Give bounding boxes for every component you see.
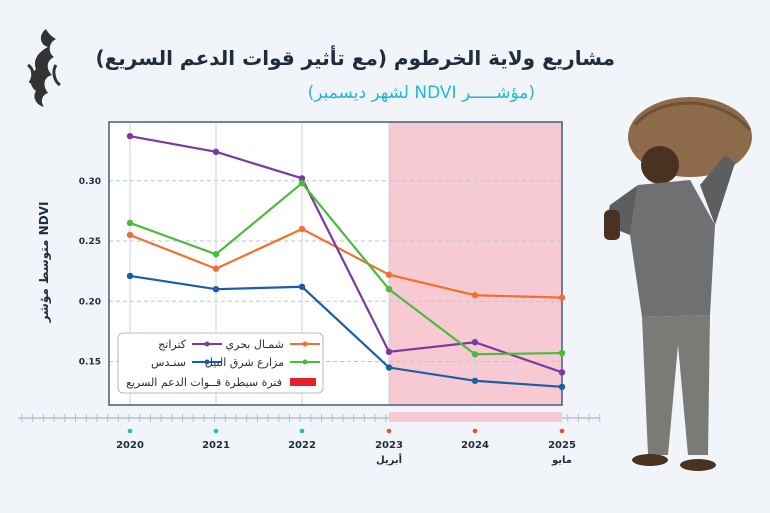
data-point-1-4 [471, 339, 479, 346]
timeline-marker-0 [127, 428, 133, 434]
data-point-3-5 [558, 383, 566, 391]
data-point-2-5 [558, 349, 566, 357]
data-point-1-0 [126, 132, 134, 140]
timeline-marker-2 [299, 428, 305, 434]
y-axis-label: متوسط مؤشر NDVI [37, 202, 52, 324]
data-point-3-2 [298, 283, 306, 290]
data-point-0-2 [298, 225, 306, 233]
data-point-0-0 [126, 231, 134, 239]
legend-label-0: شمـال بحري [226, 338, 284, 351]
legend-label-2: مزارع شرق النيل [205, 356, 284, 369]
timeline-marker-4 [472, 428, 478, 434]
data-point-0-1 [212, 265, 220, 272]
x-tick-label: 2025 [548, 440, 576, 451]
timeline-marker-5 [559, 428, 565, 434]
data-point-3-3 [385, 364, 393, 371]
legend-marker-0 [302, 341, 308, 347]
data-point-2-1 [212, 251, 220, 258]
series-line-0 [129, 227, 563, 299]
data-point-1-3 [385, 348, 393, 356]
series-line-3 [129, 274, 563, 388]
legend-label-1: كتراتج [158, 338, 187, 351]
x-tick-label: 2020 [116, 440, 144, 451]
data-point-3-0 [126, 272, 134, 280]
data-point-3-1 [212, 286, 220, 293]
timeline-marker-3 [386, 428, 392, 434]
x-tick-label: 2023 [375, 440, 403, 451]
data-point-2-3 [385, 286, 393, 293]
series-line-1 [129, 135, 563, 374]
farmer-carrying-sack-image [604, 97, 752, 471]
data-point-0-4 [471, 292, 479, 299]
legend-marker-3 [204, 359, 210, 365]
chart-title: مشاريع ولاية الخرطوم (مع تأثير قوات الدع… [95, 46, 615, 70]
aljazeera-logo [27, 29, 61, 107]
data-point-2-4 [471, 351, 479, 358]
data-point-0-3 [385, 271, 393, 278]
x-tick-sublabel: مايو [551, 455, 572, 466]
y-tick-label: 0.30 [79, 177, 101, 187]
data-point-2-2 [298, 179, 306, 187]
x-tick-sublabel: أبريل [376, 453, 402, 466]
y-tick-label: 0.20 [79, 297, 101, 307]
x-tick-label: 2021 [202, 440, 230, 451]
data-point-3-4 [471, 377, 479, 384]
data-point-1-1 [212, 148, 220, 156]
legend-marker-1 [204, 341, 210, 347]
legend-marker-2 [302, 359, 308, 365]
data-point-2-0 [126, 219, 134, 227]
data-point-0-5 [558, 294, 566, 301]
series-line-2 [129, 181, 563, 356]
x-tick-label: 2024 [461, 440, 489, 451]
timeline-marker-1 [213, 428, 219, 434]
data-point-1-5 [558, 369, 566, 376]
data-point-1-2 [298, 175, 306, 182]
chart-subtitle: (مؤشـــــر NDVI لشهر ديسمبر) [307, 83, 535, 103]
legend-swatch-shaded [290, 378, 316, 386]
legend-label-shaded: فترة سيطرة قــوات الدعم السريع [126, 376, 282, 389]
plot-frame [108, 121, 563, 406]
timeline-shaded-band [389, 412, 562, 422]
y-tick-label: 0.25 [79, 237, 101, 247]
legend-label-3: سنـدس [151, 356, 186, 369]
x-tick-label: 2022 [288, 440, 316, 451]
y-tick-label: 0.15 [79, 358, 101, 368]
